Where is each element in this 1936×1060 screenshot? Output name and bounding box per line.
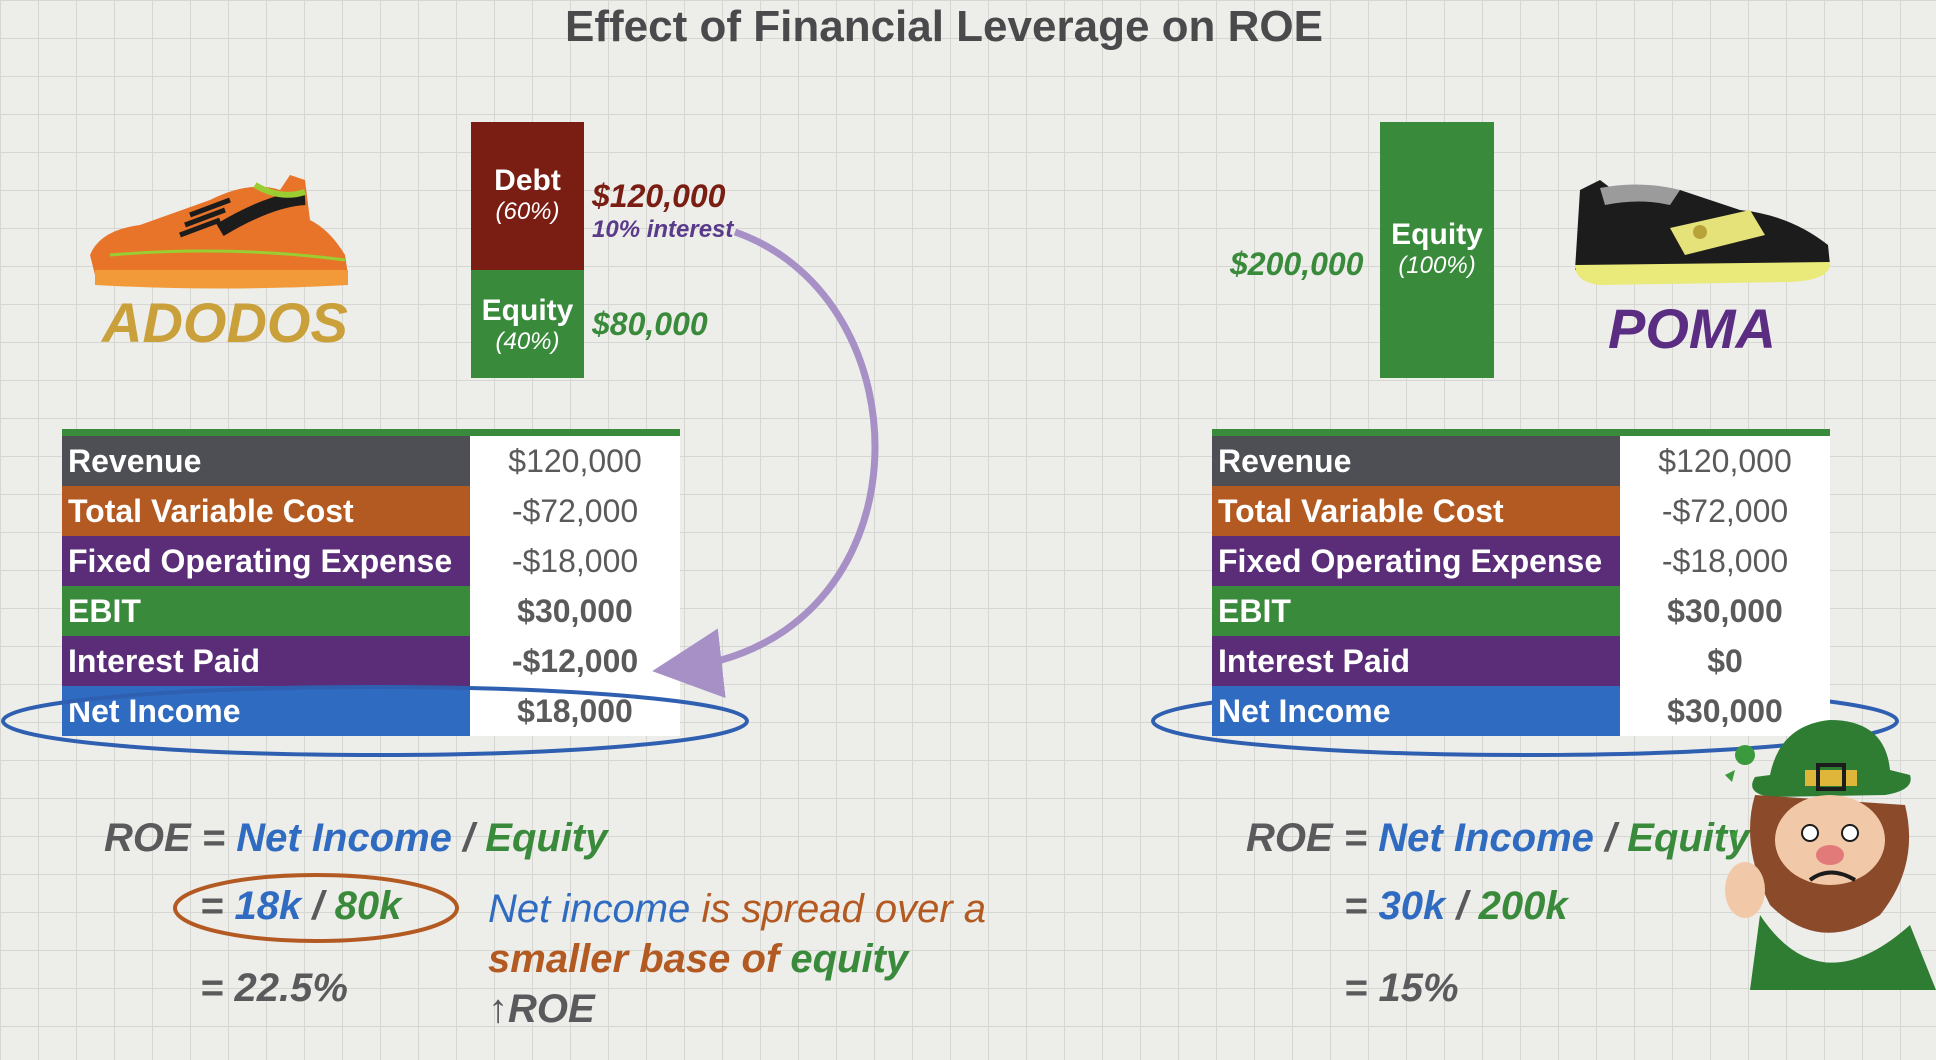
variable-cost-value: -$72,000 [1620,486,1830,536]
ratio-net-income: 30k [1378,884,1446,928]
table-row: Interest Paid $0 [1212,636,1830,686]
adodos-equity-bar: Equity (40%) [471,270,584,378]
table-row: Total Variable Cost -$72,000 [1212,486,1830,536]
ebit-value: $30,000 [1620,586,1830,636]
black-sneaker-icon [1575,180,1831,285]
adodos-net-income-highlight [1,685,749,757]
interest-value: -$12,000 [470,636,680,686]
ebit-label: EBIT [1212,586,1620,636]
net-income-label: Net Income [62,686,470,736]
revenue-value: $120,000 [1620,432,1830,486]
poma-roe-formula: ROE = Net Income / Equity [1246,816,1750,861]
adodos-debt-amount: $120,000 [592,178,726,214]
table-row: Revenue $120,000 [1212,432,1830,486]
interest-value: $0 [1620,636,1830,686]
variable-cost-label: Total Variable Cost [1212,486,1620,536]
revenue-label: Revenue [1212,432,1620,486]
table-row: Revenue $120,000 [62,432,680,486]
table-row: Interest Paid -$12,000 [62,636,680,686]
ratio-equals: = [200,884,224,928]
explain-smaller-base: smaller base of [488,937,780,981]
roe-slash: / [463,816,475,860]
equity-percent: (40%) [495,328,560,355]
explain-spread: is spread over a [701,887,987,931]
equity-label: Equity [1391,218,1483,251]
ratio-equity: 80k [334,884,402,928]
revenue-value: $120,000 [470,432,680,486]
equity-label: Equity [481,294,574,327]
ratio-slash: / [1456,884,1468,928]
net-income-label: Net Income [1212,686,1620,736]
net-income-value: $30,000 [1620,686,1830,736]
fixed-expense-value: -$18,000 [470,536,680,586]
explain-net-income: Net income [488,887,691,931]
roe-net-income: Net Income [1378,816,1594,860]
roe-net-income: Net Income [236,816,452,860]
adodos-explanation: Net income is spread over a smaller base… [488,884,986,1034]
net-income-value: $18,000 [470,686,680,736]
ratio-slash: / [312,884,324,928]
table-row: Net Income $30,000 [1212,686,1830,736]
roe-slash: / [1605,816,1617,860]
ratio-net-income: 18k [234,884,302,928]
adodos-income-statement: Revenue $120,000 Total Variable Cost -$72,… [62,429,680,736]
poma-roe-ratio: = 30k / 200k [1344,884,1568,929]
equity-percent: (100%) [1398,252,1476,279]
revenue-label: Revenue [62,432,470,486]
ebit-label: EBIT [62,586,470,636]
orange-sneaker-icon [90,175,348,289]
adodos-debt-note: 10% interest [592,216,734,243]
fixed-expense-label: Fixed Operating Expense [1212,536,1620,586]
ebit-value: $30,000 [470,586,680,636]
roe-label: ROE = [104,816,226,860]
adodos-roe-result: = 22.5% [200,966,348,1010]
poma-equity-bar: Equity (100%) [1380,122,1494,378]
poma-brand: POMA [1608,297,1776,360]
adodos-brand: ADODOS [102,291,348,354]
fixed-expense-label: Fixed Operating Expense [62,536,470,586]
poma-income-statement: Revenue $120,000 Total Variable Cost -$72,… [1212,429,1830,736]
debt-percent: (60%) [495,198,560,225]
interest-label: Interest Paid [1212,636,1620,686]
ratio-equity: 200k [1478,884,1568,928]
roe-equity: Equity [1627,816,1750,860]
variable-cost-value: -$72,000 [470,486,680,536]
interest-label: Interest Paid [62,636,470,686]
table-row: Fixed Operating Expense -$18,000 [1212,536,1830,586]
poma-roe-result: = 15% [1344,966,1459,1010]
fixed-expense-value: -$18,000 [1620,536,1830,586]
adodos-roe-ratio: = 18k / 80k [200,884,401,929]
leprechaun-icon [1725,720,1936,990]
table-row: EBIT $30,000 [62,586,680,636]
debt-label: Debt [494,164,561,197]
poma-equity-amount: $200,000 [1230,246,1364,282]
adodos-ratio-highlight [173,873,459,943]
table-row: Total Variable Cost -$72,000 [62,486,680,536]
table-row: EBIT $30,000 [1212,586,1830,636]
ratio-equals: = [1344,884,1368,928]
curved-arrow-icon [652,228,879,699]
variable-cost-label: Total Variable Cost [62,486,470,536]
explain-roe-up: ↑ROE [488,987,595,1031]
page-title: Effect of Financial Leverage on ROE [565,2,1323,51]
adodos-debt-bar: Debt (60%) [471,122,584,270]
adodos-roe-formula: ROE = Net Income / Equity [104,816,608,861]
table-row: Fixed Operating Expense -$18,000 [62,536,680,586]
explain-equity: equity [790,937,909,981]
adodos-equity-amount: $80,000 [592,306,708,342]
roe-equity: Equity [485,816,608,860]
table-row: Net Income $18,000 [62,686,680,736]
roe-label: ROE = [1246,816,1368,860]
